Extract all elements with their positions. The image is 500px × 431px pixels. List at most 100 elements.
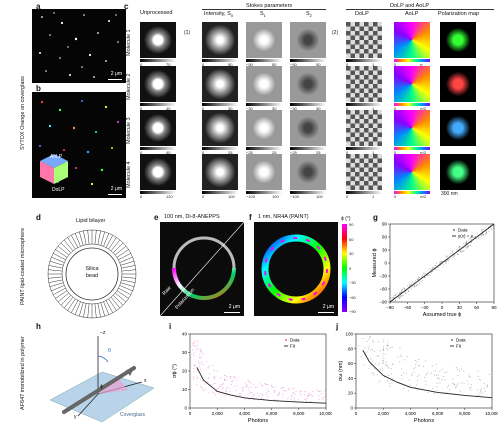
data-point [264,382,266,384]
data-point [482,229,484,231]
data-point [246,385,248,387]
x-tick-label: 30 [457,305,463,310]
y-tick-label: 0 [184,406,187,411]
header-aolp: AoLP [405,11,419,17]
tile-colorbar-max: 25 [316,150,321,155]
aolp-dolp-cube-legend [40,154,68,184]
data-point [427,391,429,393]
data-point [487,226,489,228]
data-point [455,386,457,388]
dolp-bracket [346,9,494,10]
x-tick-label: 0 [441,305,444,310]
data-point [381,367,383,369]
data-point [411,373,413,375]
tile-colorbar-max: 50 [272,62,277,67]
data-point [214,376,216,378]
data-point [467,245,469,247]
panel-label-g: g [373,213,378,222]
data-point [477,394,479,396]
data-point [262,385,264,387]
data-point [434,269,436,271]
data-point [193,354,195,356]
data-point [397,356,399,358]
data-point [261,395,263,397]
scalebar-e-label: 2 μm [228,304,240,310]
data-point [488,374,491,376]
panel-label-b: b [36,84,41,93]
data-point [208,377,210,379]
legend-marker-data [285,339,287,341]
data-point [477,375,479,378]
molecule-tile [246,154,282,190]
data-point [222,384,224,386]
data-point [376,374,378,376]
data-point [416,278,418,281]
data-point [485,231,487,233]
data-point [293,388,295,390]
plot-frame [189,333,327,409]
data-point [362,337,364,340]
x-tick-label: −90 [386,305,394,310]
f-colorbar-title: ϕ (°) [341,216,351,222]
data-point [271,384,273,387]
data-point [468,374,470,376]
data-point [212,365,214,367]
data-point [423,272,425,274]
data-point [458,370,461,372]
x-axis-label: Photons [414,418,434,424]
data-point [202,364,204,366]
data-point [469,237,471,239]
data-point [267,384,269,386]
data-point [408,379,411,381]
data-point [289,389,291,391]
data-point [377,364,379,366]
dipole-arrow [62,366,136,414]
data-point [282,387,284,389]
data-point [446,386,449,388]
data-point [245,385,247,387]
data-point [464,242,466,244]
data-point [299,391,301,393]
data-point [208,364,210,367]
data-point [383,362,385,364]
data-point [469,244,472,246]
x-tick-label: 4,000 [239,411,251,416]
data-point [470,241,472,243]
molecule-tile [394,110,430,146]
data-point [386,361,388,363]
data-point [218,387,220,389]
data-point [291,394,293,396]
data-point [309,394,311,396]
data-point [387,344,389,346]
data-point [470,236,472,239]
molecule-tile [346,22,382,58]
h-theta-label: θ [108,348,111,354]
tile-colorbar [290,147,326,150]
tile-colorbar-max: 120 [166,194,173,199]
data-point [241,387,243,389]
h-phi-label: ϕ [100,384,103,390]
e-title: 100 nm, Di-8-ANEPPS [164,214,220,220]
y-tick-label: −60 [379,287,387,292]
data-point [390,367,392,369]
data-point [399,296,401,298]
data-point [389,383,391,385]
data-points [390,223,495,302]
x-tick-label: 6,000 [432,411,444,416]
data-point [386,347,388,349]
data-point [201,387,203,389]
data-point [319,390,321,392]
data-point [479,390,481,392]
tile-colorbar-min: 0 [140,194,143,199]
data-point [430,372,432,374]
data-point [248,393,250,395]
data-point [402,372,405,374]
data-point [273,391,275,393]
data-point [442,375,445,378]
data-point [234,376,236,378]
x-tick-label: 0 [355,411,358,416]
data-point [374,350,376,352]
lipid-bilayer-diagram [47,229,137,319]
data-point [266,389,268,391]
data-point [192,353,194,355]
